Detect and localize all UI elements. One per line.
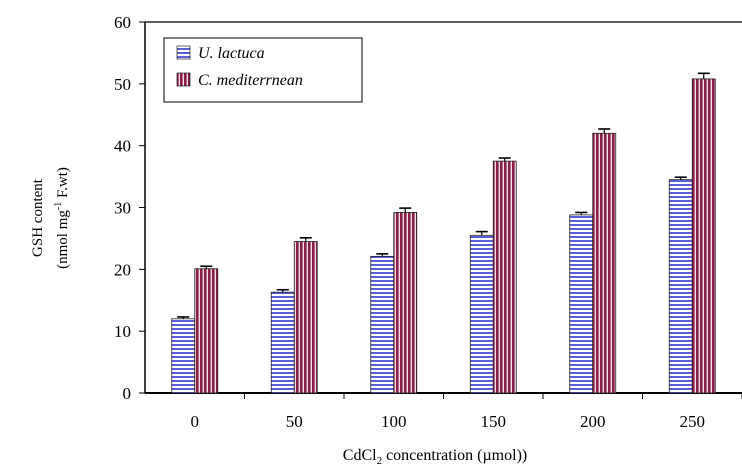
y-tick-label: 30 xyxy=(114,199,131,218)
x-tick-label: 150 xyxy=(481,412,507,431)
legend-swatch-u-lactuca xyxy=(176,45,191,60)
y-tick-label: 40 xyxy=(114,137,131,156)
bar-c-mediterrnean xyxy=(492,160,517,394)
bar-c-mediterrnean xyxy=(393,212,418,394)
bar-u-lactuca xyxy=(469,234,494,394)
y-axis-title: GSH content (nmol mg-1 F.wt) xyxy=(30,167,71,269)
bar-c-mediterrnean xyxy=(691,78,716,394)
y-tick-label: 10 xyxy=(114,322,131,341)
bar-u-lactuca xyxy=(668,179,693,394)
legend: U. lactuca C. mediterrnean xyxy=(163,37,363,103)
y-tick-label: 50 xyxy=(114,75,131,94)
bar-u-lactuca xyxy=(370,255,395,394)
x-axis-title: CdCl2 concentration (µmol)) xyxy=(343,447,527,466)
x-tick-label: 50 xyxy=(286,412,303,431)
y-tick-label: 0 xyxy=(123,384,132,403)
legend-label-c-mediterrnean: C. mediterrnean xyxy=(198,72,303,89)
y-tick-label: 20 xyxy=(114,260,131,279)
x-tick-label: 100 xyxy=(381,412,407,431)
y-tick-label: 60 xyxy=(114,13,131,32)
bar-c-mediterrnean xyxy=(194,268,219,394)
bar-c-mediterrnean xyxy=(592,132,617,394)
bars xyxy=(171,72,716,394)
x-tick-label: 250 xyxy=(680,412,706,431)
y-axis: 0 10 20 30 40 50 60 xyxy=(114,13,145,403)
x-tick-label: 0 xyxy=(191,412,200,431)
bar-u-lactuca xyxy=(171,318,196,394)
y-axis-title-line1: GSH content xyxy=(30,178,46,257)
x-axis: 0 50 100 150 200 250 xyxy=(191,393,742,431)
legend-swatch-c-mediterrnean xyxy=(176,72,191,87)
legend-box xyxy=(163,37,363,103)
x-tick-label: 200 xyxy=(580,412,606,431)
y-axis-title-line2: (nmol mg-1 F.wt) xyxy=(53,167,71,269)
legend-label-u-lactuca: U. lactuca xyxy=(198,45,265,62)
bar-u-lactuca xyxy=(569,214,594,394)
bar-u-lactuca xyxy=(270,291,295,394)
bar-c-mediterrnean xyxy=(293,241,318,394)
